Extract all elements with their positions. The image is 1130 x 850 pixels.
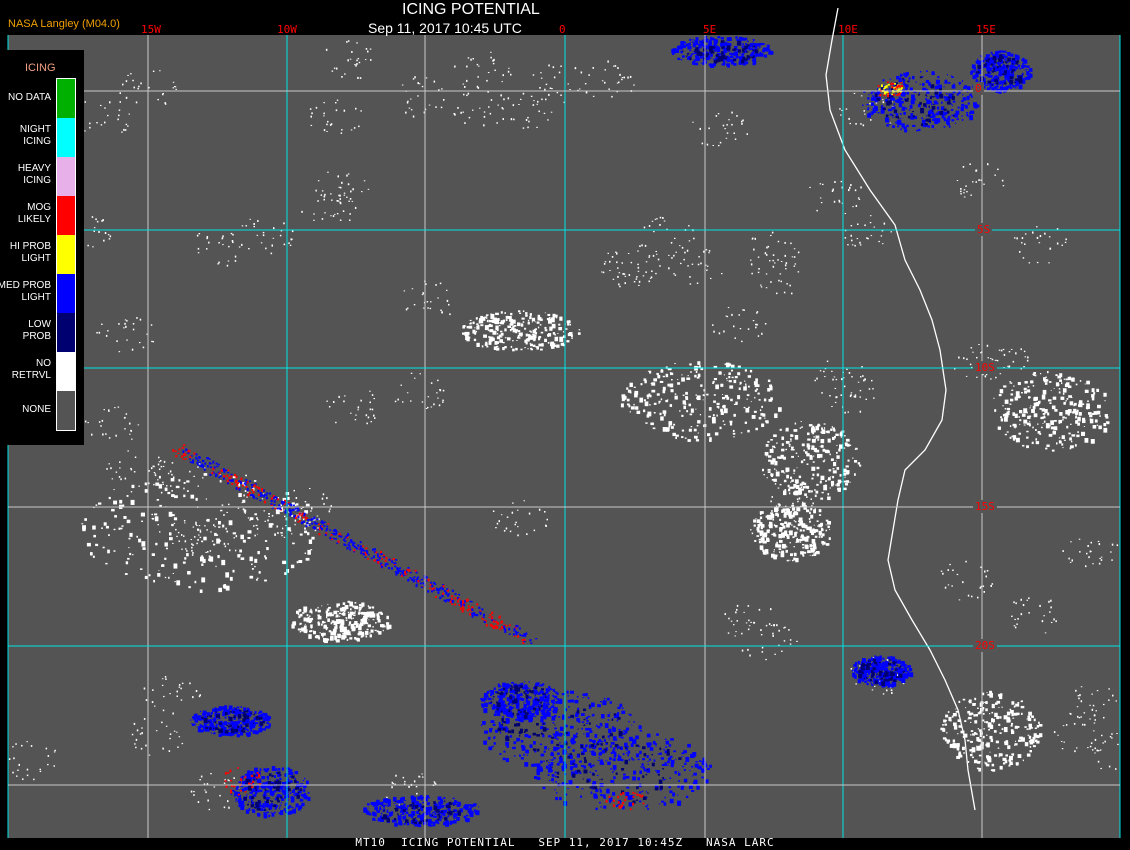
legend-swatch: [57, 196, 75, 235]
legend-swatch: [57, 118, 75, 157]
legend-label: HEAVY ICING: [17, 163, 51, 186]
lon-label-5e: 5E: [703, 23, 717, 36]
map-title: ICING POTENTIAL: [402, 1, 540, 18]
legend-label: MED PROB LIGHT: [0, 280, 51, 303]
lat-label-15s: 15S: [973, 500, 997, 513]
legend-label: NIGHT ICING: [19, 124, 51, 147]
legend-swatch: [57, 352, 75, 391]
lat-label-20s: 20S: [973, 639, 997, 652]
map-datetime: Sep 11, 2017 10:45 UTC: [368, 20, 522, 36]
legend-label: NO RETRVL: [11, 358, 51, 381]
lat-label-10s: 10S: [973, 361, 997, 374]
legend-label: HI PROB LIGHT: [9, 241, 51, 264]
cloud-pixels: [8, 36, 1119, 828]
legend-swatch: [57, 79, 75, 118]
map-background: [8, 35, 1120, 838]
lon-label-15w: 15W: [141, 23, 161, 36]
legend-label: NO DATA: [8, 92, 51, 103]
icing-legend: ICING NO DATA NIGHT ICING HEAVY ICING MOG L…: [0, 50, 84, 445]
legend-swatch: [57, 235, 75, 274]
legend-color-bar: [56, 78, 76, 431]
lon-label-10w: 10W: [277, 23, 297, 36]
legend-title: ICING: [25, 62, 56, 74]
lon-label-15e: 15E: [976, 23, 996, 36]
lat-label-0: 0: [973, 82, 984, 95]
legend-label: NONE: [22, 404, 51, 415]
lat-label-5s: 5S: [975, 223, 993, 236]
legend-swatch: [57, 274, 75, 313]
legend-swatch: [57, 157, 75, 196]
legend-swatch: [57, 391, 75, 430]
legend-swatch: [57, 313, 75, 352]
legend-label: MOG LIKELY: [17, 202, 51, 225]
brand-label: NASA Langley (M04.0): [8, 18, 120, 30]
footer-caption: MT10 ICING POTENTIAL SEP 11, 2017 10:45Z…: [355, 836, 775, 849]
legend-label: LOW PROB: [22, 319, 51, 342]
coastline: [825, 7, 976, 811]
lat-lon-grid: [7, 35, 1121, 838]
lon-label-10e: 10E: [838, 23, 858, 36]
lon-label-0: 0: [559, 23, 566, 36]
